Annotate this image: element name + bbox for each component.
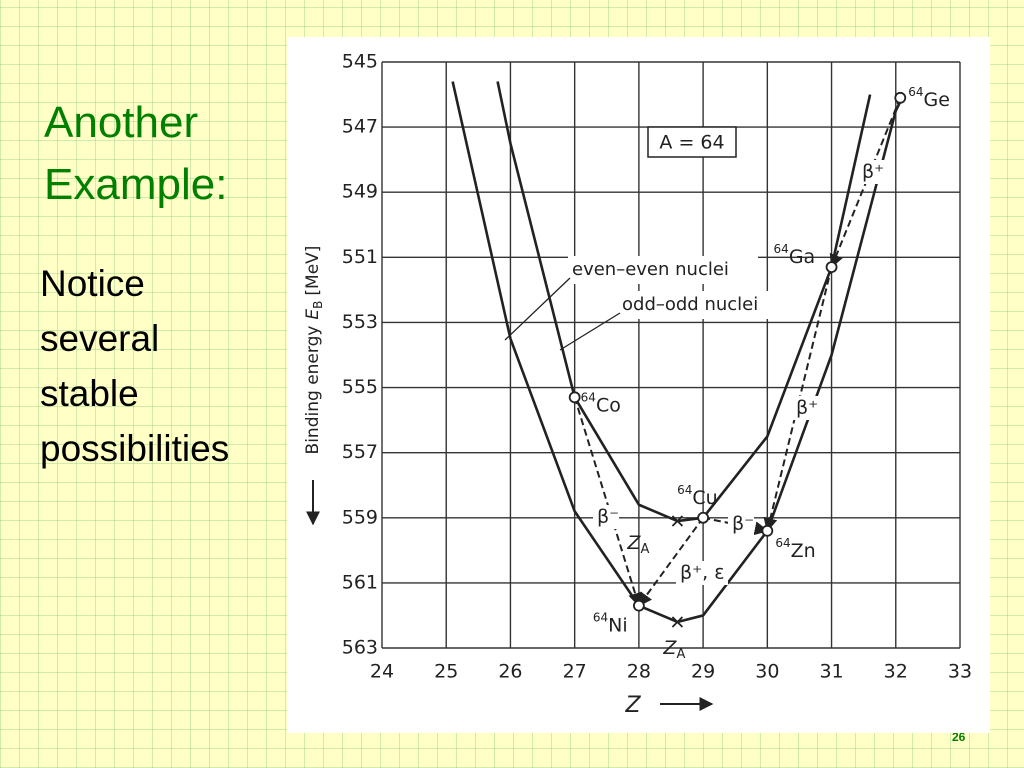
nuclide-point [825,261,838,274]
legend-label: odd–odd nuclei [622,294,758,315]
slide-body: Notice several stable possibilities [40,256,229,476]
minimum-main: Z [626,532,641,554]
y-tick-label: 563 [342,637,378,659]
y-tick-label: 551 [342,246,378,268]
nuclide-point [761,524,774,537]
annotation: A = 64 [659,132,724,154]
x-tick-label: 33 [948,661,972,683]
nuclide-name: Ga [789,246,815,268]
decay-label: β⁺, ε [680,562,725,584]
nuclide-point [568,391,581,404]
decay-label: β⁺ [862,161,884,183]
x-axis-label: Z [624,693,641,718]
series-line [451,81,904,624]
page-number: 26 [952,730,966,744]
legend-bg [568,256,758,284]
annotation-box [647,126,737,158]
y-tick-label: 557 [342,441,378,463]
nuclide-name: Ni [608,614,628,636]
body-line: stable [40,373,139,414]
decay-label-bg [676,561,728,585]
decay-label-bg [593,505,619,529]
body-line: Notice [40,263,145,304]
nuclide-mass: 64 [581,390,596,404]
nuclide-mass: 64 [677,482,692,496]
y-label-unit: [MeV] [303,246,323,296]
body-line: possibilities [40,428,230,469]
y-axis-label: Binding energy EB [MeV] [303,246,325,455]
minimum-label: ZA [626,532,649,557]
nuclide-point [894,91,907,104]
decay-label: β⁻ [732,513,754,535]
x-tick-label: 24 [370,661,394,683]
minimum-sub: A [640,542,649,557]
title-line: Another [44,98,199,147]
x-tick-label: 29 [691,661,715,683]
nuclide-mass: 64 [593,610,608,624]
nuclide-mass: 64 [908,84,923,98]
minimum-marker [671,515,684,527]
x-tick-label: 26 [498,661,522,683]
nuclide-point [632,599,645,612]
nuclide-name: Zn [791,539,816,561]
slide-title: Another Example: [44,92,227,216]
x-tick-label: 32 [884,661,908,683]
nuclide-label: 64Ga [774,242,816,268]
y-tick-label: 555 [342,376,378,398]
x-tick-label: 30 [755,661,779,683]
decay-label-bg [728,512,754,536]
nuclide-name: Cu [692,486,717,508]
nuclide-label: 64Cu [677,482,718,508]
decay-label: β⁻ [597,506,619,528]
nuclide-label: 64Ni [593,610,628,636]
decay-label: β⁺ [796,397,818,419]
minimum-sub: A [676,646,685,661]
nuclide-label: 64Zn [775,535,815,561]
legend-leader [504,277,571,341]
y-tick-label: 547 [342,116,378,138]
x-tick-label: 27 [563,661,587,683]
decay-label-bg [858,160,884,184]
decay-label-bg [792,396,818,420]
nuclide-mass: 64 [775,535,790,549]
x-tick-label: 28 [627,661,651,683]
legend-label: even–even nuclei [572,259,729,280]
x-tick-label: 25 [434,661,458,683]
nuclide-name: Ge [924,88,950,110]
legend-bg [618,291,808,319]
nuclide-label: 64Ge [908,84,950,110]
nuclide-label: 64Co [581,390,621,416]
minimum-main: Z [662,636,677,658]
minimum-label: ZA [662,636,685,661]
y-label-text: Binding energy [303,326,323,455]
y-tick-label: 549 [342,181,378,203]
legend-leader [559,312,621,351]
decay-arrow [573,397,642,608]
nuclide-name: Co [596,394,621,416]
nuclide-mass: 64 [774,242,789,256]
y-tick-label: 561 [342,571,378,593]
x-tick-label: 31 [819,661,843,683]
y-label-subscript: B [311,301,325,309]
decay-arrow [638,517,704,607]
minimum-marker [671,616,684,628]
body-line: several [40,318,160,359]
y-label-symbol: E [303,309,323,320]
y-tick-label: 545 [342,51,378,73]
title-line: Example: [44,160,228,209]
y-tick-label: 559 [342,506,378,528]
nuclide-point [697,511,710,524]
y-tick-label: 553 [342,311,378,333]
